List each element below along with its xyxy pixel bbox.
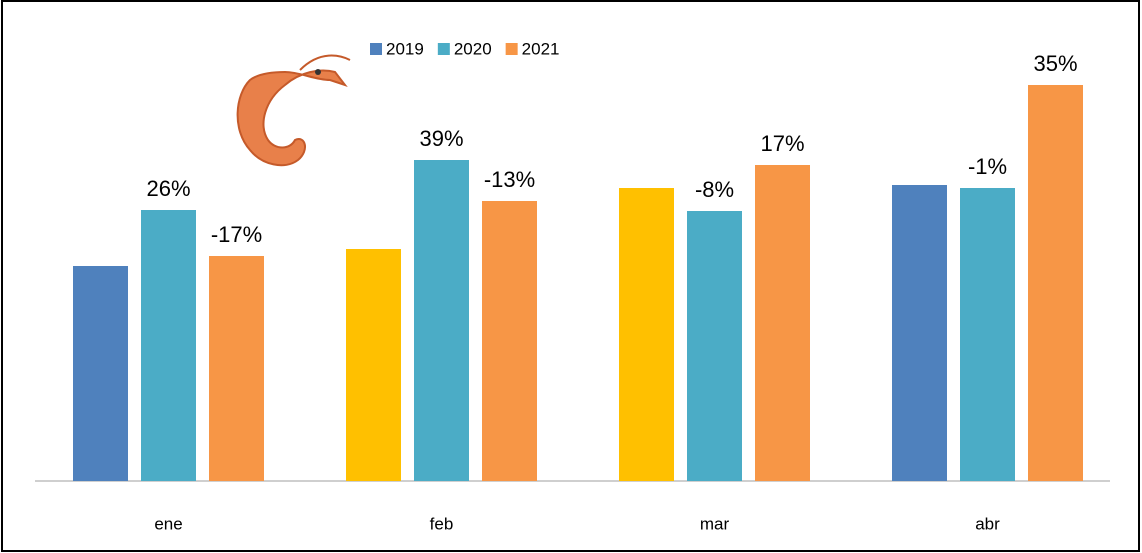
bar [687,211,742,481]
data-label: 26% [146,176,190,201]
legend-swatch [437,43,450,55]
data-label: -8% [695,177,734,202]
data-label: 17% [760,131,804,156]
bar [1028,85,1083,481]
x-tick-label: abr [975,514,1000,533]
bar [960,188,1015,481]
legend-label: 2021 [522,39,560,58]
x-tick-label: mar [700,514,730,533]
legend-swatch [505,43,518,55]
data-label: 39% [419,126,463,151]
legend-label: 2019 [386,39,424,58]
data-label: -1% [968,154,1007,179]
bar [73,266,128,481]
bar [141,210,196,481]
bar [209,256,264,481]
bar [619,188,674,481]
data-label: -17% [211,222,262,247]
bar [346,249,401,481]
legend-swatch [370,43,382,55]
data-label: -13% [484,167,535,192]
bar [414,160,469,481]
legend-label: 2020 [454,39,492,58]
bar [482,201,537,481]
bar [755,165,810,481]
data-label: 35% [1033,51,1077,76]
x-tick-label: ene [154,514,182,533]
bar [892,185,947,481]
x-tick-label: feb [430,514,454,533]
shrimp-image [236,54,351,167]
